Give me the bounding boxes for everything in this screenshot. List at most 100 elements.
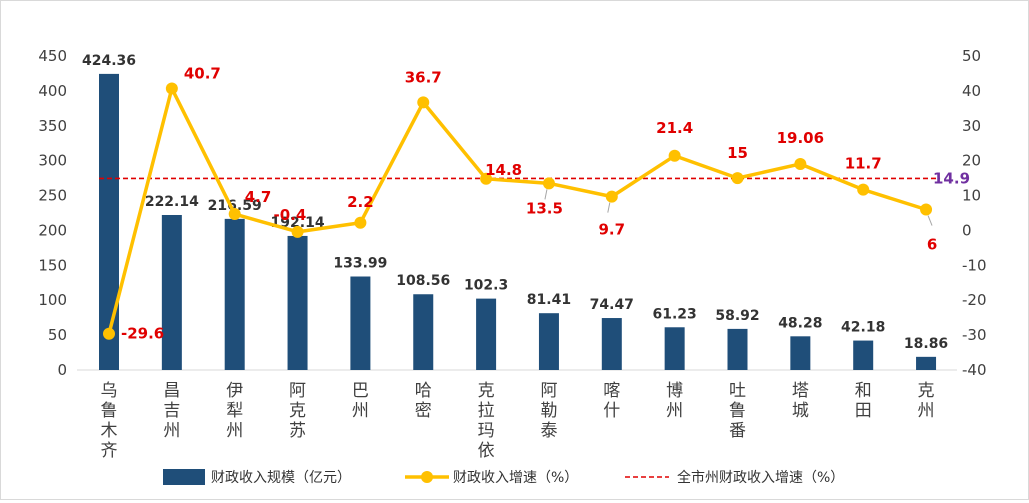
line-point: [605, 190, 618, 203]
bar: [413, 294, 434, 370]
bar-data-label: 18.86: [904, 336, 948, 352]
right-axis-tick-label: -20: [962, 291, 987, 309]
legend-reference-label: 全市州财政收入增速（%）: [677, 469, 844, 486]
line-point: [731, 172, 744, 185]
legend-line-marker: [421, 471, 433, 483]
line-data-label: 21.4: [656, 119, 693, 137]
category-label: 乌鲁木齐: [101, 381, 118, 461]
line-point: [417, 96, 430, 109]
category-label: 喀什: [603, 381, 620, 421]
bar-data-label: 102.3: [464, 278, 508, 294]
bar-data-label: 58.92: [715, 308, 759, 324]
bar: [664, 327, 685, 370]
line-point: [857, 183, 870, 196]
bar-data-label: 133.99: [333, 256, 387, 272]
right-y-axis: -40 -30 -20 -10 0 10 20 30 40 50: [962, 47, 987, 379]
bar-data-label: 222.14: [145, 194, 199, 210]
line-data-label: 14.8: [485, 161, 522, 179]
right-axis-tick-label: 20: [962, 152, 981, 170]
line-point: [542, 177, 555, 190]
line-data-label: 13.5: [526, 199, 563, 217]
category-label: 吐鲁番: [729, 381, 746, 441]
left-axis-tick-label: 250: [38, 187, 67, 205]
category-label: 伊犁州: [226, 381, 243, 441]
left-axis-tick-label: 400: [38, 82, 67, 100]
right-axis-tick-label: 50: [962, 47, 981, 65]
line-point: [103, 327, 115, 340]
line-data-label: 40.7: [184, 64, 221, 82]
legend-bar-swatch: [163, 469, 205, 485]
left-axis-tick-label: 100: [38, 291, 67, 309]
bar-data-label: 74.47: [590, 297, 634, 313]
right-axis-tick-label: 10: [962, 187, 981, 205]
bar: [161, 214, 182, 370]
line-data-label: 9.7: [599, 221, 626, 239]
line-point: [165, 82, 178, 95]
line-data-label: 6: [927, 236, 937, 254]
line-path: [107, 86, 927, 335]
bar-data-label: 108.56: [396, 273, 450, 289]
bar: [601, 318, 622, 370]
reference-line-group: 14.9: [99, 169, 970, 187]
bar: [476, 298, 497, 370]
category-label: 巴州: [352, 381, 369, 421]
right-axis-tick-label: 0: [962, 221, 972, 239]
right-axis-tick-label: 40: [962, 82, 981, 100]
category-labels: 乌鲁木齐 昌吉州 伊犁州 阿克苏 巴州 哈密 克拉玛依 阿勒泰 喀什 博州 吐鲁番 塔城 和田 克州: [101, 381, 935, 461]
bar: [224, 218, 245, 370]
line-point: [291, 225, 304, 238]
bar-data-label: 48.28: [778, 315, 822, 331]
line-point: [228, 208, 241, 221]
bar-data-label: 61.23: [653, 306, 697, 322]
left-axis-tick-label: 200: [38, 221, 67, 239]
label-leader-line: [607, 202, 611, 213]
line-series: -29.6 40.7 4.7-0.4 2.2 36.7 14.8 13.5 9.7 21.4 15…: [103, 64, 937, 343]
bar: [790, 336, 811, 370]
bar: [916, 356, 937, 370]
category-label: 克州: [918, 381, 935, 421]
bar: [287, 235, 308, 370]
line-data-label: -29.6: [121, 325, 164, 343]
line-point: [480, 172, 493, 185]
bar-data-label: 42.18: [841, 320, 885, 336]
right-axis-tick-label: -30: [962, 326, 987, 344]
bar: [853, 340, 874, 370]
line-data-label: 4.7: [245, 188, 272, 206]
right-axis-tick-label: 30: [962, 117, 981, 135]
label-leader-line: [927, 215, 933, 226]
category-label: 和田: [855, 381, 872, 421]
left-axis-tick-label: 350: [38, 117, 67, 135]
category-label: 阿勒泰: [540, 381, 557, 441]
category-label: 博州: [666, 381, 683, 421]
legend: 财政收入规模（亿元） 财政收入增速（%） 全市州财政收入增速（%）: [163, 469, 844, 486]
category-label: 哈密: [415, 381, 432, 421]
line-point: [794, 157, 807, 170]
label-leader-line: [544, 189, 548, 200]
line-data-label: 2.2: [347, 193, 374, 211]
category-label: 塔城: [792, 381, 809, 421]
line-data-label: 36.7: [405, 68, 442, 86]
category-label: 阿克苏: [289, 381, 306, 441]
bar-data-label: 424.36: [82, 53, 136, 69]
reference-line-label: 14.9: [933, 169, 970, 187]
left-axis-tick-label: 0: [57, 361, 67, 379]
line-point: [920, 203, 933, 216]
right-axis-tick-label: -40: [962, 361, 987, 379]
line-point: [668, 149, 681, 162]
bar: [538, 313, 559, 370]
line-point: [354, 216, 367, 229]
left-axis-tick-label: 300: [38, 152, 67, 170]
bar: [350, 276, 371, 370]
left-y-axis: 0 50 100 150 200 250 300 350 400 450: [38, 47, 957, 379]
left-axis-tick-label: 50: [48, 326, 67, 344]
bar-data-label: 216.59: [208, 198, 262, 214]
legend-bar-label: 财政收入规模（亿元）: [211, 470, 351, 486]
bar-data-label: 81.41: [527, 292, 571, 308]
line-data-label: 15: [727, 144, 748, 162]
category-label: 昌吉州: [163, 381, 180, 441]
category-label: 克拉玛依: [478, 381, 495, 461]
left-axis-tick-label: 450: [38, 47, 67, 65]
